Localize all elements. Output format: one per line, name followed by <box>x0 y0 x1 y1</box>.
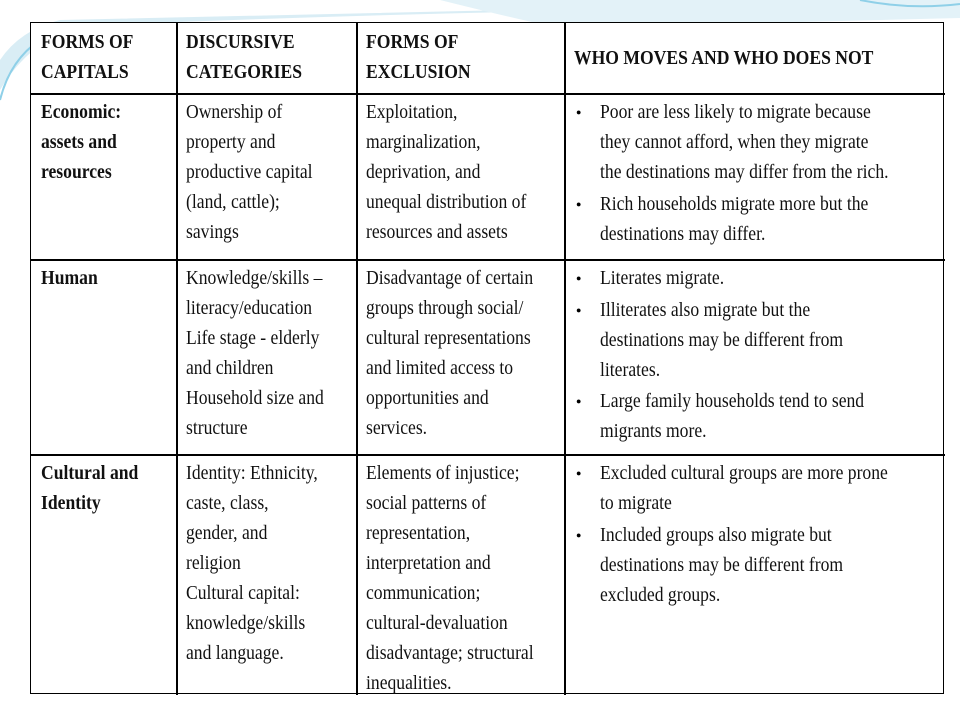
header-text: EXCLUSION <box>366 61 471 83</box>
cell-text: communication; <box>366 582 481 604</box>
bullet-text: Large family households tend to send <box>600 390 865 412</box>
row-label: assets and <box>41 131 117 153</box>
column-divider <box>564 23 566 695</box>
cell-text: and limited access to <box>366 357 514 379</box>
bullet-text: literates. <box>600 358 661 381</box>
cell-text: deprivation, and <box>366 161 481 183</box>
table: FORMS OF CAPITALS DISCURSIVE CATEGORIES FORM… <box>30 22 945 695</box>
bullet-text: they cannot afford, when they migrate <box>600 131 869 153</box>
cell-text: opportunities and <box>366 387 489 409</box>
bullet-text: Rich households migrate more but the <box>600 192 869 215</box>
cell-text: and children <box>186 357 274 379</box>
bullet: ● <box>576 107 582 117</box>
header-text: WHO MOVES AND WHO DOES NOT <box>574 47 874 69</box>
header-text: DISCURSIVE <box>186 31 295 53</box>
column-divider <box>176 23 178 695</box>
bullet: ● <box>576 529 582 540</box>
cell-text: groups through social/ <box>366 297 524 319</box>
cell-text: caste, class, <box>186 492 269 514</box>
bullet-text: destinations may be different from <box>600 553 844 576</box>
bullet-text: Literates migrate. <box>600 267 725 289</box>
cell-text: knowledge/skills <box>186 612 306 634</box>
cell-text: services. <box>366 417 428 439</box>
cell-text: Life stage - elderly <box>186 327 320 349</box>
cell-text: Identity: Ethnicity, <box>186 462 318 484</box>
bullet: ● <box>576 304 582 315</box>
cell-text: (land, cattle); <box>186 191 280 213</box>
cell-text: property and <box>186 131 276 153</box>
cell-text: marginalization, <box>366 131 481 153</box>
cell-text: literacy/education <box>186 297 313 319</box>
header-text: FORMS OF <box>41 31 134 53</box>
bullet-text: Included groups also migrate but <box>600 523 832 546</box>
cell-text: Household size and <box>186 387 324 409</box>
header-text: CATEGORIES <box>186 61 303 83</box>
cell-text: structure <box>186 417 248 439</box>
header-text: FORMS OF <box>366 31 459 53</box>
bullet-text: to migrate <box>600 492 672 514</box>
bullet: ● <box>576 273 582 283</box>
cell-text: productive capital <box>186 161 313 183</box>
cell-text: representation, <box>366 522 471 544</box>
cell-text: social patterns of <box>366 492 487 514</box>
row-divider <box>31 454 945 456</box>
bullet: ● <box>576 198 582 209</box>
cell-text: disadvantage; structural <box>366 642 534 664</box>
bullet-text: excluded groups. <box>600 583 721 606</box>
column-divider <box>356 23 358 695</box>
cell-text: and language. <box>186 642 284 664</box>
row-label: Human <box>41 267 98 289</box>
bullet: ● <box>576 468 582 478</box>
row-label: resources <box>41 161 112 183</box>
bullet-text: Illiterates also migrate but the <box>600 298 811 321</box>
cell-text: Elements of injustice; <box>366 462 520 484</box>
row-label: Identity <box>41 492 101 514</box>
bullet-text: Excluded cultural groups are more prone <box>600 462 888 484</box>
cell-text: religion <box>186 552 241 574</box>
cell-text: cultural representations <box>366 327 531 349</box>
row-divider <box>31 93 945 95</box>
cell-text: resources and assets <box>366 221 508 243</box>
cell-text: inequalities. <box>366 672 452 694</box>
cell-text: Disadvantage of certain <box>366 267 534 289</box>
cell-text: Cultural capital: <box>186 582 300 604</box>
cell-text: cultural-devaluation <box>366 612 508 634</box>
bullet-text: destinations may differ. <box>600 222 766 245</box>
row-divider <box>31 259 945 261</box>
bullet-text: Poor are less likely to migrate because <box>600 101 871 123</box>
bullet-text: migrants more. <box>600 420 707 442</box>
cell-text: Ownership of <box>186 101 283 123</box>
header-text: CAPITALS <box>41 61 129 83</box>
row-label: Cultural and <box>41 462 139 484</box>
row-label: Economic: <box>41 101 122 123</box>
cell-text: interpretation and <box>366 552 491 574</box>
bullet-text: the destinations may differ from the ric… <box>600 161 889 183</box>
bullet-text: destinations may be different from <box>600 328 844 351</box>
cell-text: Exploitation, <box>366 101 458 123</box>
cell-text: unequal distribution of <box>366 191 527 213</box>
cell-text: savings <box>186 221 239 243</box>
cell-text: gender, and <box>186 522 268 544</box>
bullet: ● <box>576 396 582 406</box>
cell-text: Knowledge/skills – <box>186 267 323 289</box>
